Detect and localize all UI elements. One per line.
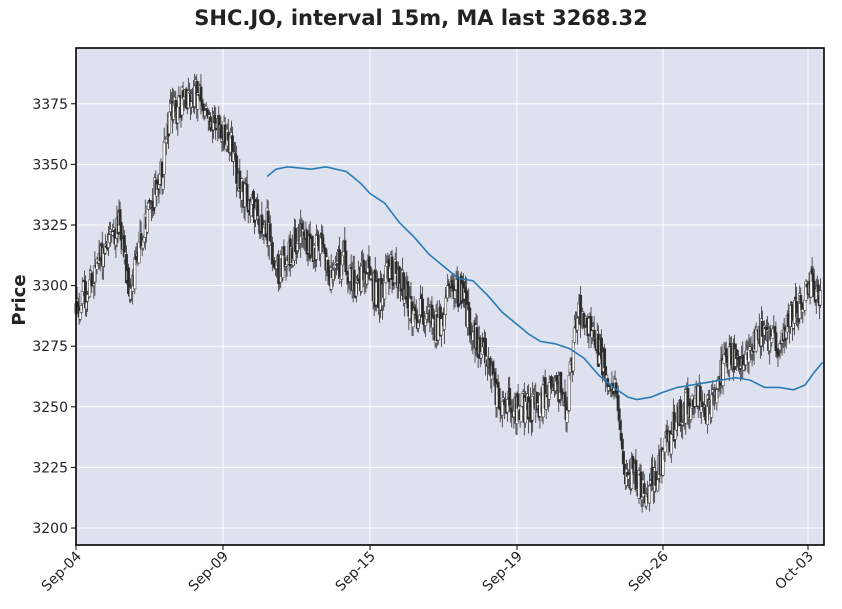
candle-up [818, 290, 822, 306]
candle-down [268, 223, 272, 242]
y-tick-label: 3275 [32, 339, 68, 355]
candle-down [468, 307, 472, 336]
candle-up [567, 375, 571, 411]
candle-up [519, 405, 523, 423]
candle-up [162, 141, 166, 175]
candle-up [145, 206, 149, 233]
candle-down [642, 483, 646, 494]
y-axis-ticks: 3200 3225 3250 3275 3300 3325 3350 3375 [32, 97, 76, 537]
candle-down [617, 408, 621, 420]
candle-down [245, 184, 249, 207]
candle-down [406, 281, 410, 309]
candles [74, 73, 822, 513]
candle-down [294, 227, 297, 252]
y-axis-label: Price [9, 274, 30, 325]
candle-down [457, 303, 461, 306]
candle-up [669, 433, 673, 455]
grid-lines [75, 48, 824, 545]
candle-up [722, 354, 726, 364]
candle-down [270, 242, 274, 265]
x-tick-label: Oct-03 [772, 549, 817, 594]
candle-up [315, 233, 318, 260]
x-tick-label: Sep-26 [626, 548, 672, 594]
candle-up [168, 111, 171, 134]
y-tick-label: 3325 [32, 218, 68, 234]
candle-down [148, 199, 151, 203]
candle-down [789, 301, 793, 304]
plot-frame [75, 47, 825, 546]
chart-title: SHC.JO, interval 15m, MA last 3268.32 [194, 6, 648, 30]
y-tick-label: 3250 [32, 400, 68, 416]
candle-up [439, 318, 443, 336]
candle-down [256, 199, 260, 217]
candle-up [547, 382, 551, 400]
candle-up [597, 354, 601, 365]
candle-down [508, 387, 512, 406]
moving-average-line [266, 165, 824, 401]
y-tick-label: 3350 [32, 157, 68, 173]
x-tick-label: Sep-19 [480, 549, 526, 595]
y-tick-label: 3300 [32, 279, 68, 295]
candle-down [344, 250, 348, 273]
y-tick-label: 3200 [32, 521, 68, 537]
x-tick-label: Sep-15 [333, 549, 379, 595]
candle-up [571, 340, 575, 372]
candle-up [771, 328, 775, 339]
candle-down [394, 261, 398, 274]
x-axis-ticks: Sep-04 Sep-09 Sep-15 Sep-19 Sep-26 Oct-03 [39, 545, 817, 595]
candle-down [282, 246, 286, 256]
candle-down [368, 266, 372, 280]
candle-down [345, 270, 349, 275]
candle-down [620, 438, 624, 450]
candle-up [710, 394, 714, 418]
y-tick-label: 3375 [32, 97, 68, 113]
candle-down [555, 375, 559, 382]
candle-down [390, 256, 394, 281]
candle-down [421, 298, 424, 318]
candle-down [549, 376, 553, 388]
y-tick-label: 3225 [32, 460, 68, 476]
x-tick-label: Sep-09 [186, 549, 232, 595]
candle-up [204, 105, 208, 109]
candle-down [679, 399, 683, 427]
candle-up [572, 327, 576, 343]
candle-down [235, 155, 239, 184]
candle-up [444, 297, 448, 315]
candle-up [647, 485, 651, 504]
candle-up [196, 92, 200, 110]
x-tick-label: Sep-04 [39, 548, 85, 594]
